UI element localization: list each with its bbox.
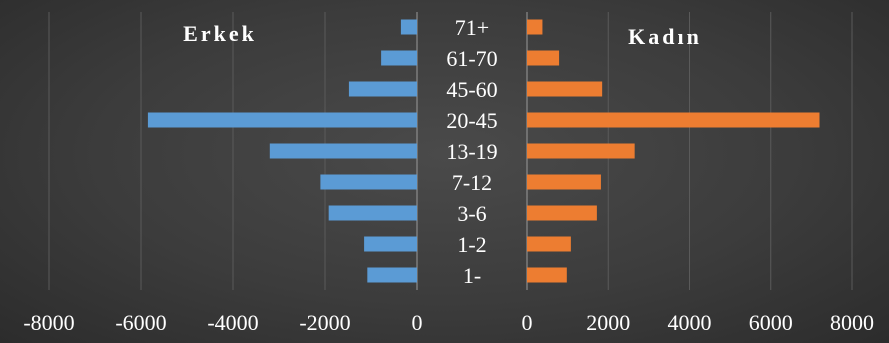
bar-left-71+: [400, 19, 417, 35]
category-labels: 71+ 61-70 45-60 20-45 13-19 7-12 3-6 1-2 1-: [446, 15, 497, 288]
bar-left-45-60: [348, 81, 417, 97]
x-tick-label-right-0: 0: [522, 310, 533, 335]
bar-left-1-2: [364, 236, 417, 252]
category-label-71+: 71+: [455, 15, 489, 40]
bar-right-61-70: [527, 50, 560, 66]
x-tick-label-right-4: 8000: [830, 310, 874, 335]
category-label-1-: 1-: [463, 263, 481, 288]
x-tick-label-left-4: 0: [412, 310, 423, 335]
bar-right-45-60: [527, 81, 603, 97]
x-tick-label-right-1: 2000: [586, 310, 630, 335]
bar-right-20-45: [527, 112, 820, 128]
panel-title-right: Kadın: [628, 24, 702, 49]
x-tick-label-right-2: 4000: [668, 310, 712, 335]
bar-right-3-6: [527, 205, 597, 221]
category-label-3-6: 3-6: [457, 201, 486, 226]
x-tick-label-left-2: -4000: [207, 310, 258, 335]
bar-right-1-: [527, 267, 567, 283]
x-tick-label-left-3: -2000: [299, 310, 350, 335]
bar-right-13-19: [527, 143, 635, 159]
category-label-45-60: 45-60: [446, 77, 497, 102]
bar-right-71+: [527, 19, 543, 35]
bar-right-1-2: [527, 236, 571, 252]
bar-right-7-12: [527, 174, 601, 190]
bar-left-1-: [367, 267, 417, 283]
bar-left-3-6: [328, 205, 417, 221]
x-tick-label-right-3: 6000: [749, 310, 793, 335]
category-label-13-19: 13-19: [446, 139, 497, 164]
category-label-20-45: 20-45: [446, 108, 497, 133]
category-label-7-12: 7-12: [452, 170, 492, 195]
x-tick-label-left-0: -8000: [23, 310, 74, 335]
bar-left-61-70: [381, 50, 417, 66]
category-label-61-70: 61-70: [446, 46, 497, 71]
bar-left-20-45: [147, 112, 417, 128]
bar-left-7-12: [320, 174, 417, 190]
bars: [147, 19, 820, 283]
bar-left-13-19: [269, 143, 417, 159]
panel-title-left: Erkek: [183, 21, 257, 46]
axis-tick-labels: -8000 -6000 -4000 -2000 0 0 2000 4000 6000 8000: [23, 310, 874, 335]
x-tick-label-left-1: -6000: [115, 310, 166, 335]
category-label-1-2: 1-2: [457, 232, 486, 257]
